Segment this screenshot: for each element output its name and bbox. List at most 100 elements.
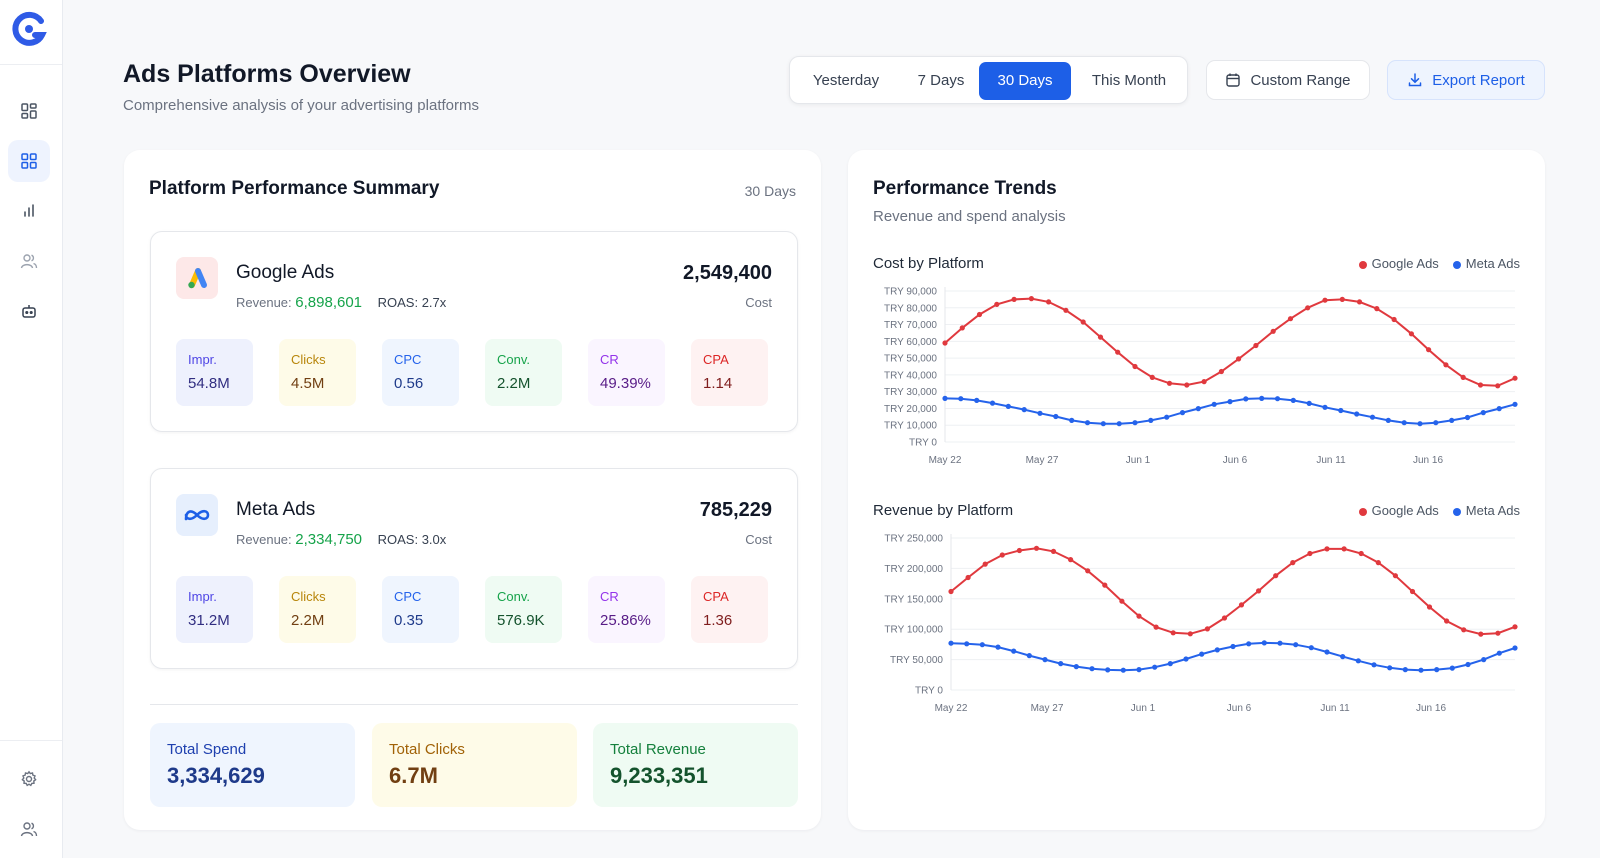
range-this-month-button[interactable]: This Month — [1091, 72, 1167, 89]
data-point[interactable] — [1433, 420, 1439, 426]
data-point[interactable] — [1478, 631, 1484, 637]
data-point[interactable] — [999, 552, 1005, 558]
export-report-button[interactable]: Export Report — [1387, 60, 1545, 100]
range-30-days-button[interactable]: 30 Days — [979, 62, 1071, 100]
data-point[interactable] — [1042, 657, 1048, 663]
data-point[interactable] — [1496, 406, 1502, 412]
data-point[interactable] — [1214, 647, 1220, 653]
data-point[interactable] — [1340, 654, 1346, 660]
data-point[interactable] — [1356, 299, 1363, 305]
data-point[interactable] — [1230, 643, 1236, 650]
data-point[interactable] — [1444, 618, 1450, 624]
data-point[interactable] — [1273, 573, 1279, 579]
data-point[interactable] — [1461, 627, 1467, 633]
data-point[interactable] — [1496, 650, 1502, 656]
data-point[interactable] — [1120, 667, 1126, 673]
data-point[interactable] — [1167, 661, 1173, 667]
data-point[interactable] — [1084, 420, 1091, 426]
data-point[interactable] — [1152, 664, 1158, 670]
data-point[interactable] — [1369, 414, 1376, 420]
data-point[interactable] — [982, 561, 988, 567]
data-point[interactable] — [1063, 307, 1069, 313]
data-point[interactable] — [1105, 667, 1111, 673]
data-point[interactable] — [1408, 331, 1414, 337]
data-point[interactable] — [1338, 407, 1344, 414]
data-point[interactable] — [1306, 400, 1312, 406]
data-point[interactable] — [1028, 296, 1034, 302]
data-point[interactable] — [1495, 630, 1501, 636]
data-point[interactable] — [1339, 296, 1345, 302]
range-7-days-button[interactable]: 7 Days — [917, 72, 965, 89]
data-point[interactable] — [1401, 420, 1407, 426]
data-point[interactable] — [1293, 642, 1299, 648]
data-point[interactable] — [1256, 588, 1262, 594]
data-point[interactable] — [1355, 658, 1361, 664]
data-point[interactable] — [1033, 545, 1040, 551]
data-point[interactable] — [995, 644, 1001, 650]
data-point[interactable] — [1374, 306, 1380, 312]
data-point[interactable] — [1046, 299, 1052, 305]
data-point[interactable] — [1465, 661, 1471, 668]
data-point[interactable] — [1322, 404, 1328, 410]
data-point[interactable] — [1132, 363, 1138, 370]
custom-range-button[interactable]: Custom Range — [1206, 60, 1370, 100]
data-point[interactable] — [1221, 615, 1228, 621]
data-point[interactable] — [1236, 356, 1242, 362]
data-point[interactable] — [1434, 667, 1440, 673]
data-point[interactable] — [1058, 661, 1064, 667]
sidebar-item-analytics[interactable] — [8, 190, 50, 232]
data-point[interactable] — [1443, 362, 1449, 368]
data-point[interactable] — [1418, 667, 1424, 673]
data-point[interactable] — [1069, 417, 1075, 423]
data-point[interactable] — [1053, 413, 1059, 420]
data-point[interactable] — [948, 640, 954, 646]
data-point[interactable] — [1324, 546, 1330, 552]
data-point[interactable] — [1211, 401, 1217, 407]
data-point[interactable] — [1011, 648, 1017, 654]
data-point[interactable] — [1080, 319, 1086, 325]
data-point[interactable] — [1218, 368, 1224, 375]
data-point[interactable] — [1201, 379, 1207, 385]
data-point[interactable] — [1512, 401, 1518, 407]
data-point[interactable] — [1148, 417, 1154, 423]
data-point[interactable] — [1387, 665, 1393, 671]
data-point[interactable] — [1290, 397, 1296, 403]
sidebar-item-settings[interactable] — [8, 758, 50, 800]
sidebar-item-account[interactable] — [8, 808, 50, 850]
data-point[interactable] — [1026, 653, 1032, 659]
data-point[interactable] — [1324, 649, 1330, 655]
data-point[interactable] — [948, 588, 954, 595]
legend-item-google[interactable]: Google Ads — [1358, 503, 1439, 518]
data-point[interactable] — [1119, 598, 1125, 604]
sidebar-item-audience[interactable] — [8, 240, 50, 282]
data-point[interactable] — [1287, 316, 1294, 322]
data-point[interactable] — [1132, 420, 1138, 426]
data-point[interactable] — [1481, 657, 1487, 663]
data-point[interactable] — [958, 396, 964, 402]
data-point[interactable] — [994, 301, 1000, 307]
data-point[interactable] — [1322, 297, 1328, 303]
data-point[interactable] — [1016, 547, 1022, 554]
data-point[interactable] — [1417, 421, 1423, 427]
data-point[interactable] — [1375, 560, 1381, 566]
data-point[interactable] — [1354, 411, 1360, 417]
data-point[interactable] — [1259, 395, 1265, 401]
data-point[interactable] — [1195, 406, 1201, 412]
data-point[interactable] — [1089, 666, 1095, 672]
range-yesterday-button[interactable]: Yesterday — [812, 72, 880, 89]
data-point[interactable] — [964, 641, 970, 647]
data-point[interactable] — [1464, 414, 1471, 421]
data-point[interactable] — [1341, 546, 1347, 552]
data-point[interactable] — [1358, 550, 1364, 557]
data-point[interactable] — [1371, 662, 1377, 668]
sidebar-item-automation[interactable] — [8, 290, 50, 332]
data-point[interactable] — [1179, 410, 1186, 416]
platform-card-meta-ads[interactable]: Meta Ads Revenue: 2,334,750 ROAS: 3.0x 7… — [150, 468, 798, 669]
data-point[interactable] — [965, 574, 971, 581]
data-point[interactable] — [1495, 383, 1501, 389]
data-point[interactable] — [1183, 656, 1189, 662]
data-point[interactable] — [1308, 645, 1314, 651]
data-point[interactable] — [1068, 557, 1074, 563]
data-point[interactable] — [1277, 640, 1283, 646]
data-point[interactable] — [1021, 407, 1027, 413]
